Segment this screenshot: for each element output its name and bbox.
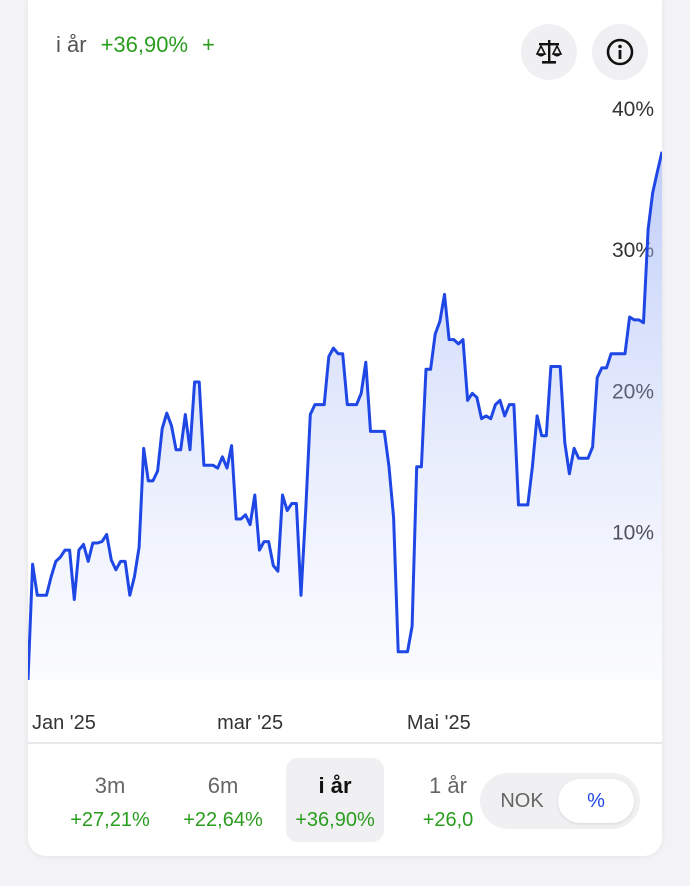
return-extra: + [202,32,215,57]
tab-1y[interactable]: 1 år +26,0 [399,758,480,842]
series-area [28,151,662,681]
period-label: i år [56,32,87,57]
tab-label: 1 år [429,773,467,798]
x-tick-label: Mai '25 [407,712,471,734]
unit-toggle: NOK % [480,773,640,829]
tab-label: 6m [207,773,239,798]
tab-label: i år [318,773,352,798]
x-tick-label: Jan '25 [32,712,96,734]
toggle-percent[interactable]: % [558,779,634,823]
info-icon [606,38,634,66]
scale-icon [535,40,563,64]
tab-value: +36,90% [295,809,375,831]
series-line [28,151,662,681]
tab-3m[interactable]: 3m +27,21% [61,758,159,842]
tab-value: +26,0 [422,809,474,831]
y-tick-label: 30% [612,239,654,262]
toggle-nok[interactable]: NOK [500,790,544,812]
tab-6m[interactable]: 6m +22,64% [174,758,272,842]
return-value: +36,90% [100,32,189,57]
period-tabs: % 3m +27,21% 6m +22,64% i år +36,90% 1 å… [28,758,480,844]
divider [28,742,662,744]
info-button[interactable] [592,24,648,80]
tab-ytd[interactable]: i år +36,90% [286,758,384,842]
tab-label: 3m [94,773,126,798]
tab-ytd-partial[interactable]: % [28,758,38,842]
tab-value: +27,21% [70,809,150,831]
x-tick-label: mar '25 [217,712,283,734]
tab-value: +22,64% [183,809,263,831]
y-tick-label: 40% [612,98,654,121]
compare-button[interactable] [521,24,577,80]
performance-card: i år +36,90% + 40%30%20%10% [28,0,662,856]
return-header: i år +36,90% + [56,32,215,58]
